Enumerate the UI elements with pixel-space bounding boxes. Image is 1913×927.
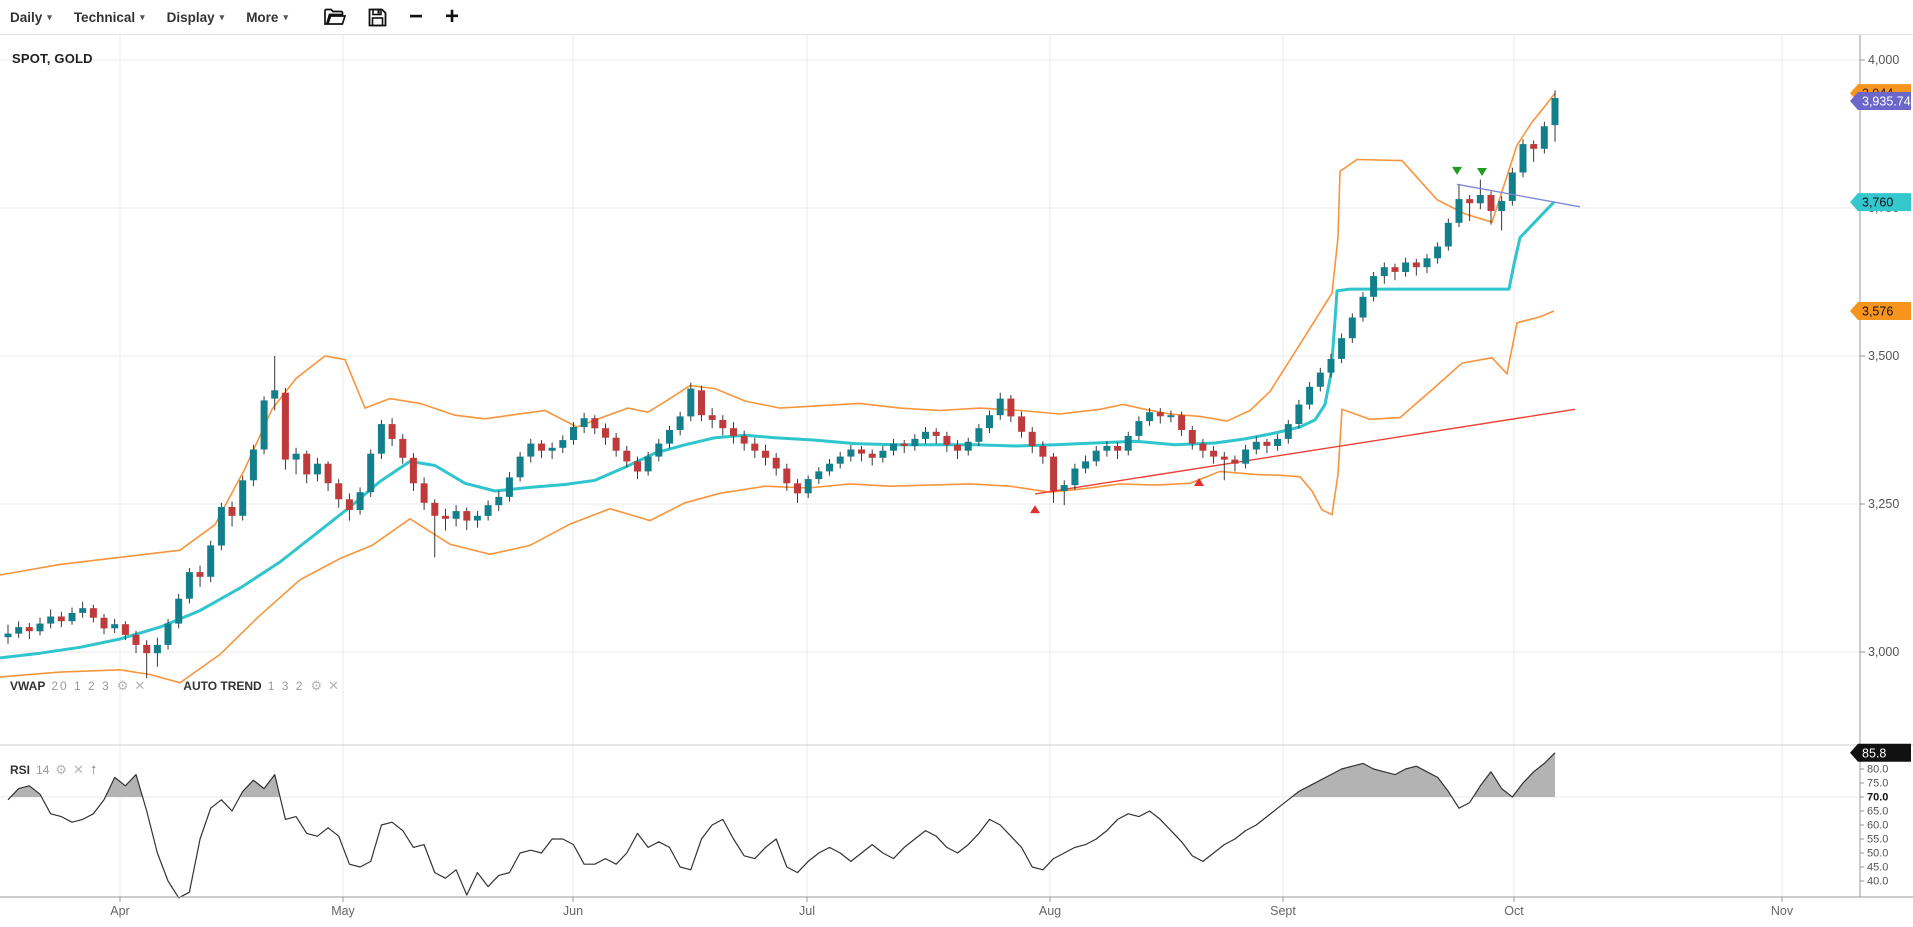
indicator-legend-row: VWAP 20 1 2 3 ⚙ ✕ AUTO TREND 1 3 2 ⚙ ✕ xyxy=(10,678,339,694)
month-tick-label: Jul xyxy=(799,904,815,918)
toolbar: Daily ▾ Technical ▾ Display ▾ More ▾ − + xyxy=(0,0,1913,35)
sell-arrow-icon xyxy=(1452,166,1462,175)
price-tick-label: 4,000 xyxy=(1868,53,1899,67)
auto-trend-remove-icon[interactable]: ✕ xyxy=(328,678,339,693)
auto-trend-legend-name: AUTO TREND xyxy=(183,679,262,693)
rsi-legend-params: 14 xyxy=(36,762,50,777)
rsi-tick-label: 40.0 xyxy=(1867,876,1888,888)
menu-display-label: Display xyxy=(166,9,215,25)
save-icon[interactable] xyxy=(368,8,387,27)
rsi-tick-label: 65.0 xyxy=(1867,806,1888,818)
lower-band-price-tag: 3,576 xyxy=(1850,302,1911,321)
buy-arrow-icon xyxy=(1030,505,1040,514)
month-tick-label: Jun xyxy=(563,904,583,918)
chevron-down-icon: ▾ xyxy=(47,11,52,22)
month-tick-label: Oct xyxy=(1504,904,1524,918)
chart-canvas[interactable]: 4,0003,7503,5003,2503,00080.075.070.065.… xyxy=(0,35,1913,927)
grid-lines xyxy=(0,35,1913,897)
svg-text:3,935.74: 3,935.74 xyxy=(1862,95,1911,109)
rsi-tick-label: 75.0 xyxy=(1867,778,1888,790)
menu-more-label: More xyxy=(246,9,279,25)
trade-markers xyxy=(1030,166,1487,514)
month-tick-label: Nov xyxy=(1771,904,1794,918)
rsi-tick-label: 60.0 xyxy=(1867,820,1888,832)
last-price-tag: 3,935.74 xyxy=(1850,92,1911,111)
vwap-remove-icon[interactable]: ✕ xyxy=(134,678,146,693)
zoom-in-icon[interactable]: + xyxy=(445,3,460,30)
bollinger-bands xyxy=(0,92,1556,684)
rsi-overbought-fill xyxy=(8,752,1556,797)
rsi-line xyxy=(7,752,1556,899)
auto-trend-resistance-line xyxy=(1456,183,1581,208)
vwap-price-tag: 3,760 xyxy=(1850,193,1911,212)
menu-technical-label: Technical xyxy=(73,9,136,25)
menu-daily[interactable]: Daily ▾ xyxy=(10,10,52,25)
axes xyxy=(0,35,1913,902)
svg-text:3,576: 3,576 xyxy=(1862,305,1893,319)
month-tick-label: May xyxy=(331,904,355,918)
month-tick-label: Sept xyxy=(1270,904,1296,918)
axis-labels: 4,0003,7503,5003,2503,00080.075.070.065.… xyxy=(110,53,1899,918)
chevron-down-icon: ▾ xyxy=(140,11,145,22)
vwap-settings-gear-icon[interactable]: ⚙ xyxy=(116,678,129,693)
rsi-value-tag: 85.8 xyxy=(1850,743,1911,762)
chevron-down-icon: ▾ xyxy=(283,11,288,22)
open-folder-icon[interactable] xyxy=(324,8,346,26)
price-tick-label: 3,500 xyxy=(1868,349,1899,363)
auto-trend-settings-gear-icon[interactable]: ⚙ xyxy=(310,678,323,693)
rsi-legend-name: RSI xyxy=(10,762,31,777)
buy-arrow-icon xyxy=(1194,477,1204,486)
rsi-move-up-icon[interactable]: ↑ xyxy=(89,761,98,778)
rsi-remove-icon[interactable]: ✕ xyxy=(73,761,84,777)
vwap-line xyxy=(0,201,1556,660)
month-tick-label: Apr xyxy=(110,904,129,918)
vwap-legend-params: 20 1 2 3 xyxy=(51,679,111,693)
menu-daily-label: Daily xyxy=(10,9,43,25)
menu-more[interactable]: More ▾ xyxy=(246,10,288,25)
svg-text:85.8: 85.8 xyxy=(1862,746,1886,760)
menu-display[interactable]: Display ▾ xyxy=(167,10,225,25)
sell-arrow-icon xyxy=(1477,168,1487,177)
zoom-out-icon[interactable]: − xyxy=(408,3,423,30)
rsi-tick-label: 55.0 xyxy=(1867,834,1888,846)
menu-technical[interactable]: Technical ▾ xyxy=(74,10,145,25)
auto-trend-support-line xyxy=(1034,408,1576,495)
rsi-legend-row: RSI 14 ⚙ ✕ ↑ xyxy=(10,761,97,778)
chart-area[interactable]: 4,0003,7503,5003,2503,00080.075.070.065.… xyxy=(0,35,1913,927)
vwap-legend-name: VWAP xyxy=(10,679,46,693)
rsi-settings-gear-icon[interactable]: ⚙ xyxy=(55,761,68,777)
rsi-tick-label: 45.0 xyxy=(1867,862,1888,874)
price-tick-label: 3,250 xyxy=(1868,497,1899,511)
auto-trend-legend-params: 1 3 2 xyxy=(267,679,305,693)
symbol-label: SPOT, GOLD xyxy=(12,51,93,66)
rsi-tick-label: 50.0 xyxy=(1867,848,1888,860)
chevron-down-icon: ▾ xyxy=(219,11,225,22)
svg-text:3,760: 3,760 xyxy=(1862,196,1893,210)
candles xyxy=(4,90,1559,679)
month-tick-label: Aug xyxy=(1039,904,1061,918)
rsi-tick-label: 80.0 xyxy=(1867,764,1888,776)
price-tick-label: 3,000 xyxy=(1868,645,1899,659)
rsi-tick-label: 70.0 xyxy=(1867,792,1888,804)
